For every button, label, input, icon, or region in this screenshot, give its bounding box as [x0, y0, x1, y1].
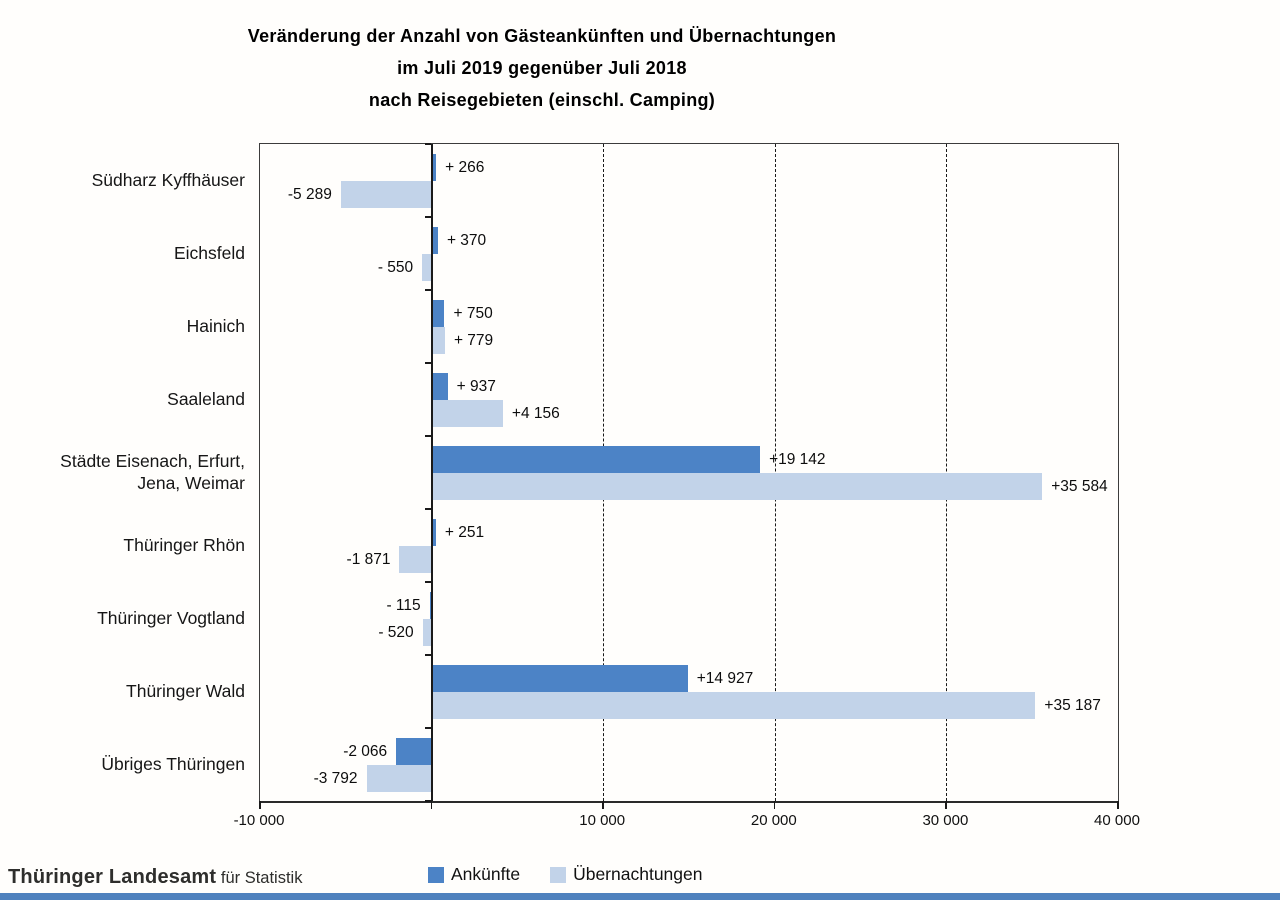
- bar-value-label: +35 187: [1044, 696, 1101, 714]
- category-tick-mark: [424, 800, 431, 802]
- bar-value-label: -2 066: [343, 742, 388, 760]
- category-tick-mark: [424, 289, 431, 291]
- category-label: Eichsfeld: [173, 242, 245, 263]
- bar-uebernachtungen: [340, 180, 432, 208]
- category-label: Hainich: [186, 315, 245, 336]
- bar-uebernachtungen: [431, 399, 503, 427]
- category-label: Thüringer Wald: [126, 680, 245, 701]
- bar-uebernachtungen: [431, 472, 1043, 500]
- bar-uebernachtungen: [399, 545, 432, 573]
- x-tick-label: 40 000: [1094, 812, 1140, 829]
- category-tick-mark: [424, 727, 431, 729]
- bar-value-label: + 779: [453, 331, 494, 349]
- bar-ankuenfte: [431, 445, 761, 473]
- bar-value-label: -3 792: [313, 769, 358, 787]
- bar-ankuenfte: [431, 226, 438, 254]
- legend-item-ankuenfte: Ankünfte: [428, 864, 520, 885]
- x-tick-label: 10 000: [579, 812, 626, 829]
- org-suffix: für Statistik: [216, 869, 303, 887]
- category-label: Thüringer Vogtland: [97, 607, 245, 628]
- category-tick-mark: [424, 216, 431, 218]
- legend-label-ankuenfte: Ankünfte: [451, 864, 521, 884]
- bar-ankuenfte: [431, 664, 688, 692]
- category-tick-mark: [424, 508, 431, 510]
- bar-value-label: +14 927: [696, 669, 754, 687]
- x-tick-label: 30 000: [922, 812, 969, 829]
- bar-ankuenfte: [431, 518, 436, 546]
- category-tick-mark: [424, 435, 431, 437]
- x-tick-mark: [430, 801, 433, 809]
- chart-title-line3: nach Reisegebieten (einschl. Camping): [368, 90, 716, 110]
- legend-swatch-uebernachtungen: [550, 866, 567, 883]
- category-label: Thüringer Rhön: [123, 534, 245, 555]
- bar-value-label: - 550: [377, 258, 414, 276]
- x-tick-mark: [602, 801, 604, 809]
- bar-value-label: +19 142: [769, 450, 826, 468]
- x-tick-mark: [259, 801, 261, 809]
- chart-title: Veränderung der Anzahl von Gästeankünfte…: [0, 20, 1084, 116]
- x-tick-mark: [773, 801, 776, 809]
- bar-value-label: -5 289: [287, 185, 332, 203]
- bar-value-label: + 937: [456, 377, 496, 395]
- x-tick-mark: [1117, 801, 1119, 809]
- category-tick-mark: [424, 581, 431, 583]
- x-tick-label: 20 000: [750, 812, 797, 829]
- bar-value-label: - 520: [378, 623, 414, 641]
- footer-accent-bar: [0, 893, 1280, 900]
- bar-value-label: + 251: [444, 523, 485, 541]
- category-label: Übriges Thüringen: [101, 753, 245, 774]
- x-tick-mark: [945, 801, 947, 809]
- plot-area: + 266 -5 289 + 370 - 550 + 750 + 779 + 937 +4 1…: [259, 143, 1119, 809]
- bar-value-label: + 370: [446, 231, 487, 249]
- source-attribution: Thüringer Landesamt für Statistik: [8, 866, 302, 889]
- legend-swatch-ankuenfte: [428, 866, 444, 883]
- bar-ankuenfte: [431, 153, 437, 181]
- category-tick-mark: [424, 362, 431, 364]
- bar-value-label: -1 871: [346, 550, 391, 568]
- bar-value-label: +35 584: [1051, 477, 1108, 495]
- bar-ankuenfte: [431, 372, 448, 400]
- category-label: Städte Eisenach, Erfurt, Jena, Weimar: [60, 450, 245, 493]
- category-label: Südharz Kyffhäuser: [91, 169, 245, 190]
- bar-uebernachtungen: [431, 326, 445, 354]
- category-tick-mark: [424, 654, 431, 656]
- bar-ankuenfte: [396, 737, 432, 765]
- legend-item-uebernachtungen: Übernachtungen: [550, 864, 702, 885]
- bar-value-label: +4 156: [511, 404, 560, 422]
- chart-title-line1: Veränderung der Anzahl von Gästeankünfte…: [247, 26, 837, 46]
- bar-value-label: - 115: [386, 596, 421, 614]
- x-tick-label: -10 000: [233, 812, 285, 829]
- org-name: Thüringer Landesamt: [8, 866, 217, 888]
- bar-uebernachtungen: [422, 253, 432, 281]
- bar-value-label: + 266: [445, 158, 485, 176]
- axis-zero-line: [430, 144, 433, 801]
- category-tick-mark: [424, 143, 431, 145]
- legend-label-uebernachtungen: Übernachtungen: [573, 864, 703, 884]
- chart-title-line2: im Juli 2019 gegenüber Juli 2018: [397, 58, 687, 78]
- category-label: Saaleland: [167, 388, 245, 409]
- legend: Ankünfte Übernachtungen: [428, 864, 702, 885]
- bar-uebernachtungen: [431, 691, 1036, 719]
- bar-uebernachtungen: [422, 618, 432, 646]
- bar-uebernachtungen: [366, 764, 432, 792]
- bar-ankuenfte: [431, 299, 445, 327]
- bar-value-label: + 750: [453, 304, 493, 322]
